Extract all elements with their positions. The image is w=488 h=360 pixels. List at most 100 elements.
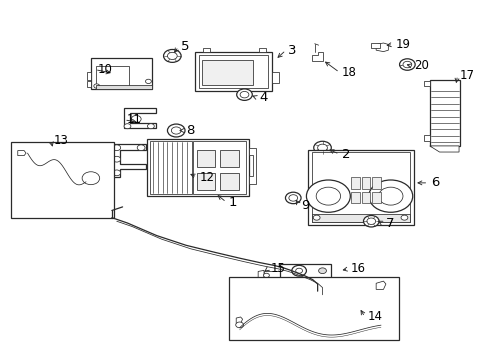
Polygon shape: [18, 150, 26, 156]
Circle shape: [240, 91, 248, 98]
Polygon shape: [123, 108, 156, 128]
Bar: [311, 214, 409, 222]
Text: 7: 7: [385, 217, 394, 230]
Circle shape: [313, 215, 320, 220]
Circle shape: [291, 265, 306, 276]
Circle shape: [124, 124, 131, 129]
Bar: [429, 80, 459, 146]
Polygon shape: [236, 317, 242, 323]
Text: 6: 6: [430, 176, 438, 189]
Circle shape: [145, 79, 151, 84]
Bar: [96, 85, 152, 89]
Circle shape: [378, 187, 402, 205]
Polygon shape: [258, 270, 264, 278]
Text: 9: 9: [301, 199, 309, 212]
Circle shape: [313, 141, 330, 154]
Circle shape: [131, 116, 141, 123]
Text: 11: 11: [126, 113, 141, 126]
Bar: [11, 142, 114, 218]
Bar: [96, 66, 129, 86]
Polygon shape: [87, 72, 91, 80]
Circle shape: [316, 187, 340, 205]
Text: 2: 2: [341, 148, 350, 161]
Bar: [228, 277, 398, 339]
Polygon shape: [311, 52, 322, 61]
Polygon shape: [423, 135, 429, 140]
Bar: [196, 149, 215, 167]
Bar: [279, 264, 330, 278]
Text: 13: 13: [53, 134, 68, 147]
Circle shape: [400, 215, 407, 220]
Bar: [91, 58, 152, 89]
Circle shape: [366, 218, 375, 225]
Polygon shape: [87, 81, 91, 87]
Circle shape: [288, 195, 297, 201]
Circle shape: [318, 268, 326, 274]
Circle shape: [368, 180, 412, 212]
Bar: [307, 149, 413, 225]
Bar: [361, 192, 369, 203]
Circle shape: [399, 59, 414, 70]
Bar: [196, 173, 215, 190]
Circle shape: [167, 52, 177, 59]
Bar: [350, 177, 359, 189]
Polygon shape: [259, 48, 266, 52]
Bar: [371, 177, 380, 189]
Polygon shape: [375, 43, 387, 51]
Bar: [350, 192, 359, 203]
Circle shape: [147, 124, 154, 129]
Text: 15: 15: [270, 262, 285, 275]
Circle shape: [402, 61, 411, 68]
Bar: [147, 139, 249, 196]
Text: 17: 17: [459, 69, 474, 82]
Circle shape: [113, 156, 121, 162]
Polygon shape: [375, 281, 385, 289]
Circle shape: [363, 216, 378, 227]
Circle shape: [236, 89, 252, 100]
Polygon shape: [203, 48, 210, 52]
Circle shape: [235, 322, 243, 328]
Text: 5: 5: [181, 40, 189, 53]
Text: 1: 1: [228, 196, 237, 209]
Polygon shape: [112, 144, 146, 177]
Text: 19: 19: [395, 38, 410, 51]
Circle shape: [295, 268, 302, 273]
Bar: [371, 192, 380, 203]
Text: 12: 12: [199, 171, 214, 184]
Bar: [264, 271, 279, 279]
Bar: [198, 55, 267, 88]
Bar: [311, 152, 409, 222]
Circle shape: [137, 145, 145, 150]
Text: 4: 4: [259, 91, 267, 104]
Bar: [194, 52, 271, 91]
Text: 14: 14: [366, 310, 382, 324]
Circle shape: [317, 144, 327, 151]
Circle shape: [113, 170, 121, 176]
Circle shape: [285, 192, 301, 204]
Circle shape: [306, 180, 349, 212]
Bar: [202, 59, 253, 85]
Polygon shape: [429, 146, 458, 152]
Bar: [370, 43, 379, 48]
Circle shape: [167, 124, 184, 137]
Circle shape: [163, 49, 181, 62]
Circle shape: [113, 145, 121, 150]
Circle shape: [171, 127, 181, 134]
Text: 20: 20: [413, 59, 428, 72]
Polygon shape: [249, 148, 256, 184]
Circle shape: [263, 273, 269, 278]
Bar: [220, 149, 238, 167]
Polygon shape: [271, 72, 278, 83]
Text: 18: 18: [341, 66, 356, 79]
Circle shape: [82, 172, 100, 185]
Circle shape: [94, 84, 100, 88]
Bar: [150, 141, 191, 194]
Bar: [193, 141, 245, 194]
Polygon shape: [423, 81, 429, 86]
Bar: [220, 173, 238, 190]
Text: 16: 16: [350, 262, 365, 275]
Text: 8: 8: [185, 124, 194, 137]
Text: 10: 10: [97, 63, 112, 76]
Text: 3: 3: [288, 44, 296, 57]
Bar: [361, 177, 369, 189]
